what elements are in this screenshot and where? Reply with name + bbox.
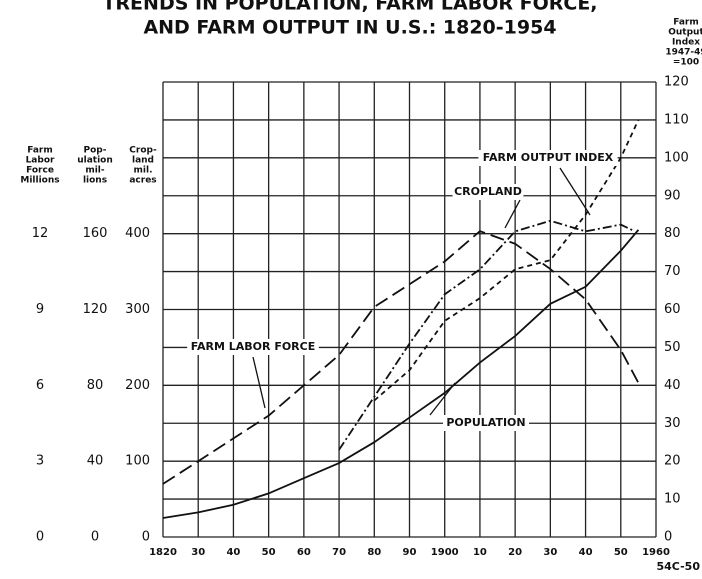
leader-line bbox=[504, 199, 521, 229]
y-tick-label: 400 bbox=[125, 226, 150, 241]
y-tick-label: 0 bbox=[664, 530, 672, 545]
leader-line bbox=[252, 356, 266, 409]
label-bg bbox=[478, 150, 618, 166]
series-label: CROPLAND bbox=[454, 185, 522, 198]
axis-header: lions bbox=[83, 176, 107, 186]
y-tick-label: 20 bbox=[664, 454, 681, 469]
x-tick-label: 50 bbox=[262, 547, 276, 558]
axis-header: Labor bbox=[26, 156, 55, 166]
leader-line bbox=[429, 382, 456, 416]
axis-header: Force bbox=[26, 166, 54, 176]
x-tick-label: 30 bbox=[543, 547, 557, 558]
x-tick-label: 1900 bbox=[431, 547, 459, 558]
axis-header: land bbox=[132, 156, 154, 166]
series-label: FARM LABOR FORCE bbox=[191, 340, 316, 353]
axis-header: Index bbox=[672, 38, 700, 48]
y-tick-label: 6 bbox=[36, 378, 44, 393]
y-tick-label: 50 bbox=[664, 340, 681, 355]
y-tick-label: 120 bbox=[664, 75, 689, 90]
y-tick-label: 70 bbox=[664, 264, 681, 279]
y-tick-label: 80 bbox=[664, 226, 681, 241]
y-tick-label: 0 bbox=[142, 530, 150, 545]
leader-line bbox=[559, 167, 591, 216]
y-tick-label: 160 bbox=[83, 226, 108, 241]
axis-header: Farm bbox=[673, 18, 699, 28]
label-bg bbox=[187, 339, 319, 355]
x-tick-label: 1820 bbox=[149, 547, 177, 558]
x-tick-label: 1960 bbox=[642, 547, 670, 558]
figure-code: 54C-50 bbox=[656, 560, 700, 573]
x-tick-label: 90 bbox=[403, 547, 417, 558]
label-bg bbox=[443, 415, 529, 431]
series-line bbox=[162, 229, 640, 519]
y-tick-label: 80 bbox=[87, 378, 104, 393]
axis-header: mil. bbox=[134, 166, 153, 176]
axis-header: Farm bbox=[27, 146, 53, 156]
y-tick-label: 100 bbox=[664, 150, 689, 165]
y-tick-label: 60 bbox=[664, 302, 681, 317]
y-tick-label: 120 bbox=[83, 302, 108, 317]
series-label: FARM OUTPUT INDEX bbox=[483, 151, 614, 164]
x-tick-label: 10 bbox=[473, 547, 487, 558]
y-tick-label: 40 bbox=[87, 454, 104, 469]
chart-title: TRENDS IN POPULATION, FARM LABOR FORCE, bbox=[102, 0, 597, 15]
x-tick-label: 80 bbox=[367, 547, 381, 558]
axis-header: Crop- bbox=[129, 146, 157, 156]
axis-header: acres bbox=[129, 176, 156, 186]
series-line bbox=[338, 219, 636, 451]
series-line bbox=[373, 119, 640, 402]
y-tick-label: 200 bbox=[125, 378, 150, 393]
y-tick-label: 30 bbox=[664, 416, 681, 431]
y-tick-label: 12 bbox=[32, 226, 49, 241]
x-tick-label: 40 bbox=[226, 547, 240, 558]
y-tick-label: 0 bbox=[91, 530, 99, 545]
y-tick-label: 0 bbox=[36, 530, 44, 545]
series-label: POPULATION bbox=[446, 416, 525, 429]
y-tick-label: 10 bbox=[664, 492, 681, 507]
y-tick-label: 100 bbox=[125, 454, 150, 469]
x-tick-label: 70 bbox=[332, 547, 346, 558]
axis-header: ulation bbox=[77, 156, 113, 166]
x-tick-label: 50 bbox=[614, 547, 628, 558]
series-line bbox=[162, 230, 640, 485]
x-tick-label: 30 bbox=[191, 547, 205, 558]
x-tick-label: 40 bbox=[579, 547, 593, 558]
y-tick-label: 3 bbox=[36, 454, 44, 469]
axis-header: 1947-49 bbox=[665, 48, 702, 58]
y-tick-label: 9 bbox=[36, 302, 44, 317]
y-tick-label: 40 bbox=[664, 378, 681, 393]
y-tick-label: 300 bbox=[125, 302, 150, 317]
axis-header: Output bbox=[668, 28, 702, 38]
y-tick-label: 90 bbox=[664, 188, 681, 203]
label-bg bbox=[452, 184, 524, 200]
chart-title: AND FARM OUTPUT IN U.S.: 1820-1954 bbox=[143, 17, 556, 39]
x-tick-label: 20 bbox=[508, 547, 522, 558]
axis-header: Pop- bbox=[84, 146, 107, 156]
axis-header: =100 bbox=[673, 58, 699, 68]
x-tick-label: 60 bbox=[297, 547, 311, 558]
axis-header: Millions bbox=[20, 176, 59, 186]
y-tick-label: 110 bbox=[664, 112, 689, 127]
axis-header: mil- bbox=[85, 166, 105, 176]
